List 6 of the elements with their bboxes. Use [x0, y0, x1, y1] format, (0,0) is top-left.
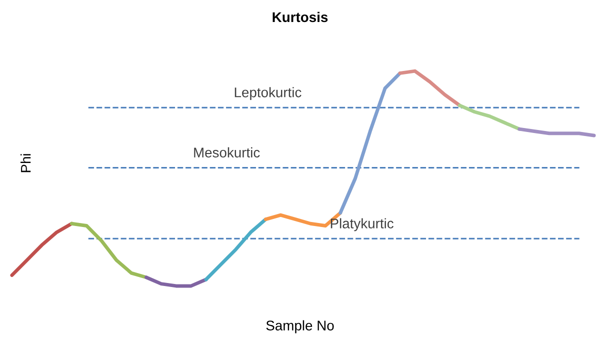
- y-axis-title: Phi: [20, 154, 31, 172]
- x-axis-title: Sample No: [266, 320, 334, 334]
- ref-line-label: Platykurtic: [330, 218, 394, 232]
- chart-title: Kurtosis: [272, 12, 328, 22]
- ref-line-label: Mesokurtic: [194, 147, 260, 158]
- ref-line-label: Leptokurtic: [234, 87, 302, 100]
